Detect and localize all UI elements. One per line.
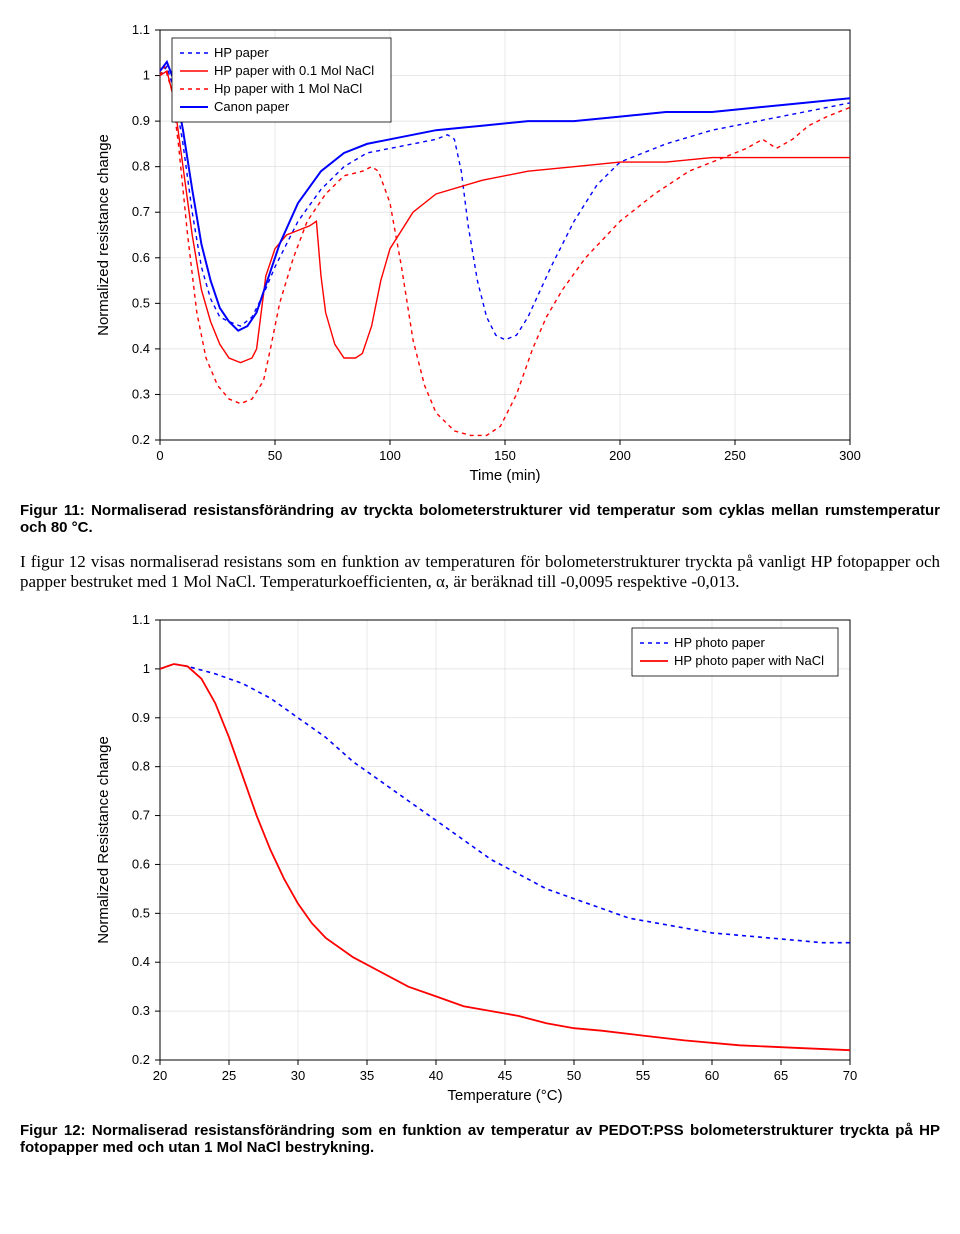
svg-text:0.7: 0.7: [132, 808, 150, 823]
svg-text:60: 60: [705, 1068, 719, 1083]
svg-text:100: 100: [379, 448, 401, 463]
svg-text:25: 25: [222, 1068, 236, 1083]
svg-text:0.4: 0.4: [132, 341, 150, 356]
svg-text:0.2: 0.2: [132, 1052, 150, 1067]
svg-text:0.8: 0.8: [132, 759, 150, 774]
svg-text:HP paper: HP paper: [214, 45, 269, 60]
svg-text:40: 40: [429, 1068, 443, 1083]
svg-text:0.6: 0.6: [132, 250, 150, 265]
svg-text:0.6: 0.6: [132, 856, 150, 871]
svg-text:70: 70: [843, 1068, 857, 1083]
svg-text:1.1: 1.1: [132, 22, 150, 37]
figure-12-caption: Figur 12: Normaliserad resistansförändri…: [20, 1122, 940, 1156]
svg-text:Hp paper with 1 Mol NaCl: Hp paper with 1 Mol NaCl: [214, 81, 362, 96]
svg-text:0: 0: [156, 448, 163, 463]
svg-text:Normalized resistance change: Normalized resistance change: [95, 134, 112, 336]
svg-text:0.2: 0.2: [132, 432, 150, 447]
svg-text:65: 65: [774, 1068, 788, 1083]
figure-11-caption: Figur 11: Normaliserad resistansförändri…: [20, 502, 940, 536]
svg-text:HP photo paper with NaCl: HP photo paper with NaCl: [674, 653, 824, 668]
svg-text:HP photo paper: HP photo paper: [674, 635, 765, 650]
svg-text:50: 50: [567, 1068, 581, 1083]
svg-text:1.1: 1.1: [132, 612, 150, 627]
svg-text:300: 300: [839, 448, 861, 463]
svg-text:200: 200: [609, 448, 631, 463]
svg-text:0.8: 0.8: [132, 159, 150, 174]
figure-11-caption-text: Figur 11: Normaliserad resistansförändri…: [20, 502, 940, 536]
svg-text:Time (min): Time (min): [469, 467, 540, 484]
svg-text:Normalized Resistance change: Normalized Resistance change: [95, 736, 112, 944]
svg-text:0.3: 0.3: [132, 386, 150, 401]
chart-figure-11: 0 50 100 150 200 250 300 0.2 0.3 0.4 0.5 0.6 0.7 0.8 0…: [20, 20, 940, 490]
svg-text:0.9: 0.9: [132, 113, 150, 128]
svg-text:Temperature (°C): Temperature (°C): [447, 1087, 562, 1104]
chart-figure-12: 20 25 30 35 40 45 50 55 60 65 70 0.2 0.3 0.4 0.5 0.6 0.7…: [20, 610, 940, 1110]
svg-text:1: 1: [143, 661, 150, 676]
svg-text:150: 150: [494, 448, 516, 463]
svg-text:0.3: 0.3: [132, 1003, 150, 1018]
svg-text:0.4: 0.4: [132, 954, 150, 969]
svg-text:0.7: 0.7: [132, 204, 150, 219]
svg-text:0.9: 0.9: [132, 710, 150, 725]
svg-text:30: 30: [291, 1068, 305, 1083]
svg-text:1: 1: [143, 68, 150, 83]
svg-text:250: 250: [724, 448, 746, 463]
svg-text:55: 55: [636, 1068, 650, 1083]
svg-text:HP paper with 0.1 Mol NaCl: HP paper with 0.1 Mol NaCl: [214, 63, 374, 78]
svg-text:45: 45: [498, 1068, 512, 1083]
svg-text:0.5: 0.5: [132, 295, 150, 310]
figure-12-caption-text: Figur 12: Normaliserad resistansförändri…: [20, 1122, 940, 1156]
svg-text:50: 50: [268, 448, 282, 463]
svg-text:35: 35: [360, 1068, 374, 1083]
svg-text:Canon paper: Canon paper: [214, 99, 290, 114]
svg-text:0.5: 0.5: [132, 905, 150, 920]
body-text-1: I figur 12 visas normaliserad resistans …: [20, 552, 940, 592]
svg-text:20: 20: [153, 1068, 167, 1083]
